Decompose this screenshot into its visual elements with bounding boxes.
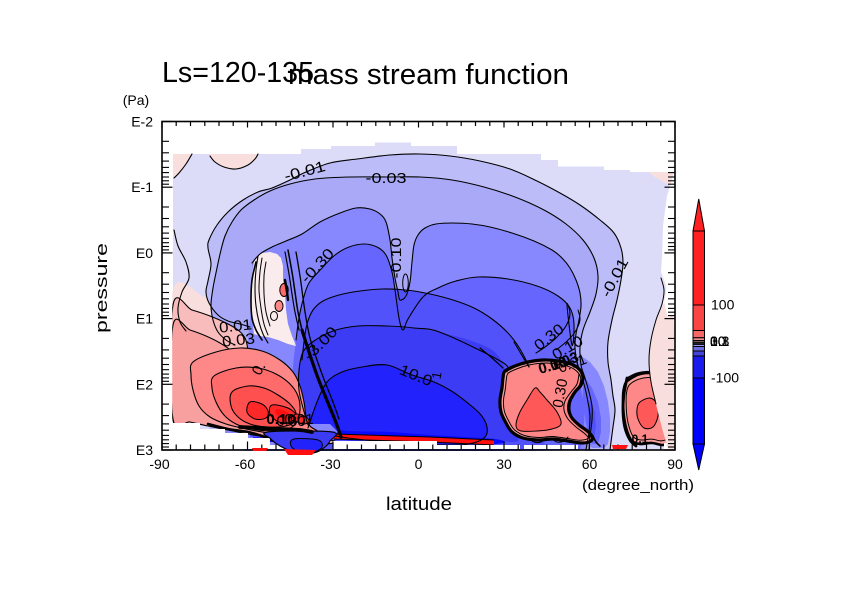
svg-text:10: 10 <box>710 333 726 349</box>
svg-text:30: 30 <box>710 333 726 349</box>
svg-text:E1: E1 <box>136 311 153 327</box>
svg-text:latitude: latitude <box>386 494 452 514</box>
svg-text:100: 100 <box>711 297 735 313</box>
svg-text:E-1: E-1 <box>131 179 153 195</box>
svg-text:(degree_north): (degree_north) <box>582 477 694 494</box>
svg-text:0.10: 0.10 <box>266 411 295 428</box>
svg-text:0.1: 0.1 <box>710 333 730 349</box>
svg-text:0.01: 0.01 <box>218 316 253 336</box>
svg-text:E2: E2 <box>136 376 153 392</box>
svg-text:90: 90 <box>667 456 683 472</box>
svg-text:-0.03: -0.03 <box>366 170 407 187</box>
svg-text:E3: E3 <box>136 442 153 458</box>
svg-text:0.3: 0.3 <box>710 333 730 349</box>
svg-text:mass stream function: mass stream function <box>288 59 569 91</box>
svg-text:3: 3 <box>710 333 718 349</box>
svg-text:0: 0 <box>415 456 423 472</box>
svg-text:0.1: 0.1 <box>632 432 649 446</box>
svg-text:E-2: E-2 <box>131 114 153 130</box>
svg-text:30: 30 <box>496 456 512 472</box>
svg-text:0.01: 0.01 <box>284 411 313 428</box>
svg-text:E0: E0 <box>136 245 153 261</box>
svg-text:-90: -90 <box>149 456 169 472</box>
svg-text:0.30: 0.30 <box>276 413 305 430</box>
svg-text:60: 60 <box>582 456 598 472</box>
svg-text:0.30: 0.30 <box>550 377 572 409</box>
svg-text:pressure: pressure <box>92 243 111 333</box>
svg-text:0.03: 0.03 <box>221 330 256 350</box>
svg-text:(Pa): (Pa) <box>123 92 149 108</box>
svg-text:-100: -100 <box>711 370 739 386</box>
svg-text:-60: -60 <box>235 456 255 472</box>
svg-text:1: 1 <box>429 370 445 380</box>
svg-text:Ls=120-135: Ls=120-135 <box>162 57 314 89</box>
svg-text:-0.10: -0.10 <box>388 238 405 279</box>
svg-text:-30: -30 <box>320 456 340 472</box>
svg-text:1: 1 <box>710 333 718 349</box>
